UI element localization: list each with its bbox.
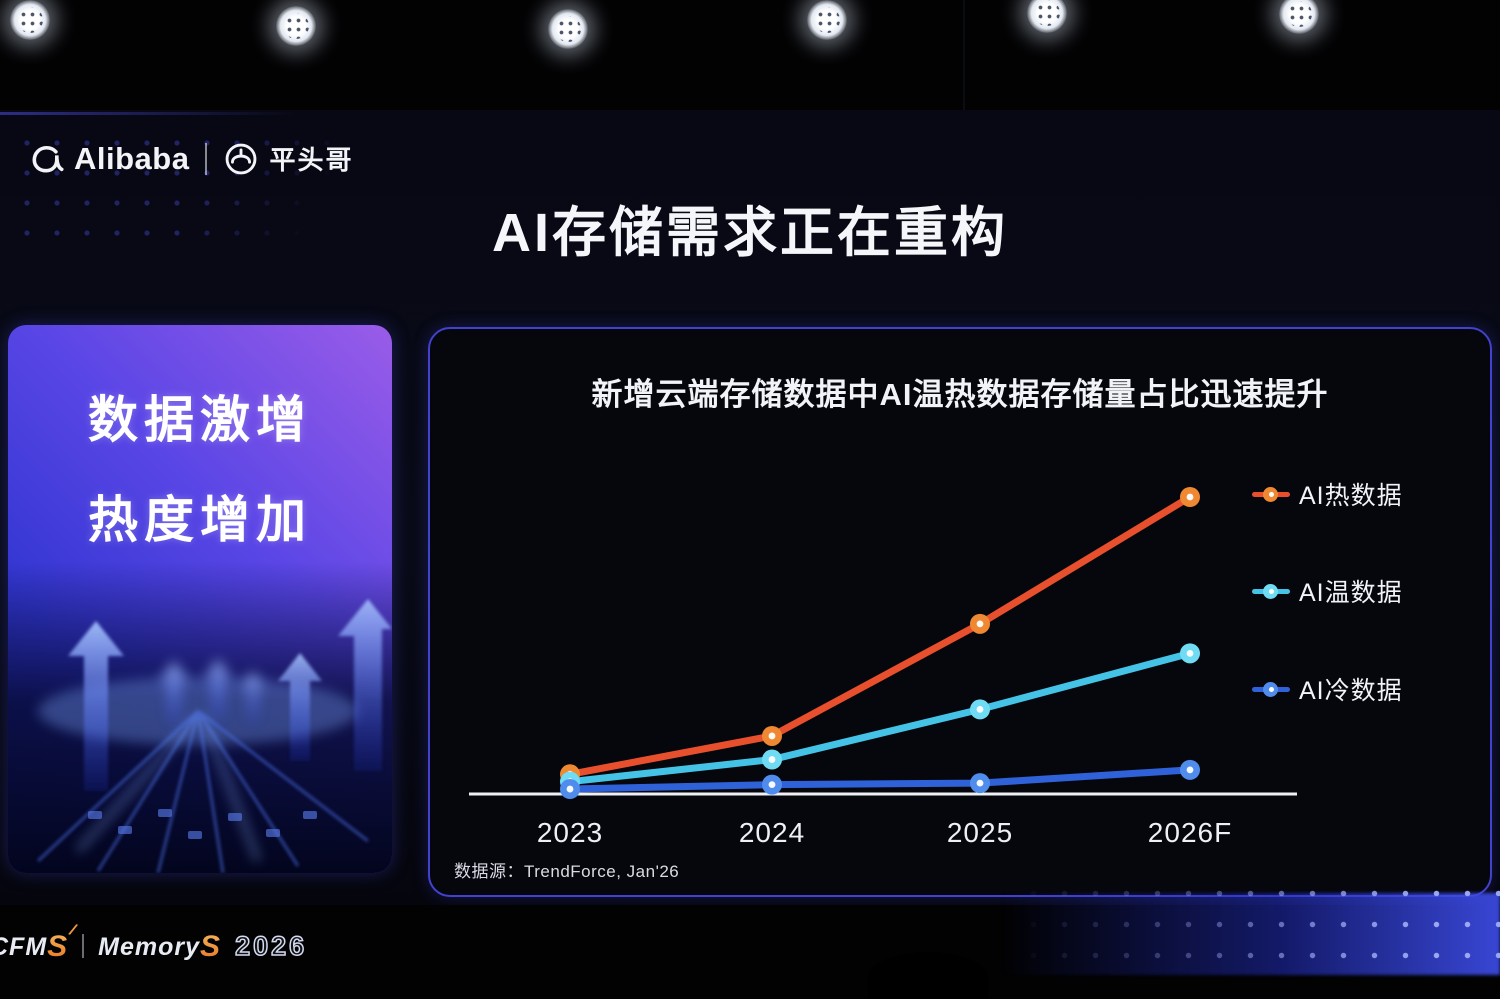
x-tick-label: 2025: [946, 817, 1014, 848]
stage-background: [0, 0, 1500, 112]
screen-edge-highlight: [0, 112, 300, 115]
data-point-core: [976, 779, 984, 787]
cfms-s: S /: [47, 921, 78, 963]
cfms-accent-mark: /: [67, 921, 78, 940]
stage-light-icon: [548, 9, 588, 49]
dot-grid-decoration: [0, 124, 350, 252]
event-year: 2026: [234, 930, 308, 962]
chart-title: 新增云端存储数据中AI温热数据存储量占比迅速提升: [591, 377, 1329, 412]
series-line-AI热数据: [566, 493, 1194, 778]
left-panel-line1: 数据激增: [88, 392, 312, 448]
data-point-core: [976, 620, 984, 628]
slide-screen: Alibaba 平头哥 AI存储需求正在重构 数据激增 热度增加: [0, 110, 1500, 905]
slide-title: AI存储需求正在重构: [492, 203, 1008, 263]
stage-light-icon: [10, 0, 50, 40]
brand-logos: Alibaba 平头哥: [28, 140, 353, 177]
data-point-core: [768, 756, 776, 763]
data-point-core: [1186, 649, 1194, 657]
legend-label: AI温数据: [1299, 579, 1403, 607]
data-point-core: [566, 785, 574, 793]
alibaba-smile-icon: [32, 145, 64, 173]
pingtouge-helmet-icon: [226, 143, 257, 174]
legend-marker-icon: [1252, 583, 1290, 599]
left-panel-line2: 热度增加: [88, 492, 312, 548]
chart-source: 数据源：TrendForce, Jan'26: [454, 862, 680, 881]
x-tick-label: 2026F: [1147, 817, 1233, 848]
legend-item-AI冷数据: AI冷数据: [1252, 673, 1403, 705]
data-point-core: [768, 732, 776, 740]
legend-marker-icon: [1252, 681, 1290, 697]
cfms-logo: CFMS/: [0, 921, 78, 963]
data-point-core: [768, 781, 776, 789]
legend-label: AI冷数据: [1299, 677, 1403, 705]
pingtouge-wordmark: 平头哥: [269, 145, 354, 175]
left-highlight-panel: 数据激增 热度增加: [8, 325, 392, 873]
stage-light-icon: [276, 6, 316, 46]
series-line-AI冷数据: [566, 766, 1194, 793]
stage-light-icon: [1027, 0, 1067, 33]
legend-marker-icon: [1252, 486, 1290, 502]
legend-label: AI热数据: [1299, 482, 1403, 510]
stage-light-icon: [807, 0, 847, 40]
legend-item-AI热数据: AI热数据: [1252, 478, 1403, 510]
bottom-right-dot-grid: [1012, 868, 1500, 974]
data-point-core: [1186, 493, 1194, 501]
footer-divider: [82, 934, 85, 958]
alibaba-wordmark: Alibaba: [74, 140, 190, 176]
chart-panel: 新增云端存储数据中AI温热数据存储量占比迅速提升 2023 2024 2025 202…: [428, 327, 1492, 897]
x-tick-label: 2024: [738, 817, 806, 848]
stage-truss-edge: [963, 0, 965, 110]
data-point-core: [1186, 766, 1194, 774]
memorys-logo: MemoryS: [98, 930, 222, 963]
event-logos: CFMS/ MemoryS 2026: [0, 921, 308, 963]
memorys-s: S: [200, 930, 222, 963]
data-point-core: [976, 706, 984, 713]
audience-head-silhouette: [868, 952, 988, 999]
line-chart: [469, 487, 1297, 800]
x-tick-label: 2023: [536, 817, 604, 848]
series-line-AI温数据: [566, 649, 1194, 786]
legend-item-AI温数据: AI温数据: [1252, 575, 1403, 607]
brand-divider: [205, 142, 208, 175]
stage-light-icon: [1279, 0, 1319, 34]
data-arrows-artwork: [8, 561, 392, 873]
